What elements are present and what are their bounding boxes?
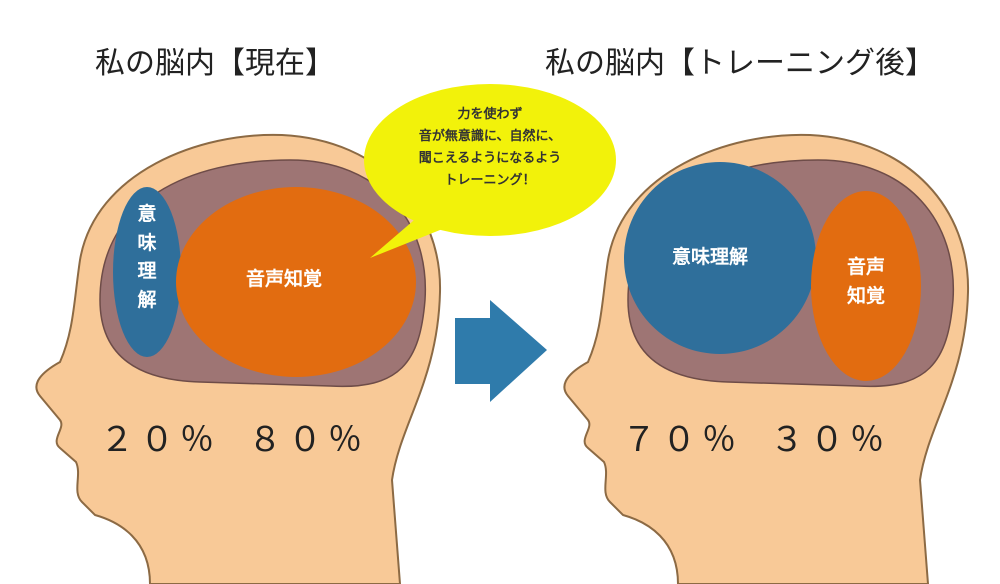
right-sound-label: 音声知覚 <box>846 256 885 307</box>
left-sound-label: 音声知覚 <box>246 268 323 290</box>
right-title: 私の脳内【トレーニング後】 <box>545 46 935 81</box>
right-meaning-label: 意味理解 <box>672 246 749 268</box>
arrow <box>455 300 547 402</box>
speech-bubble <box>364 84 616 236</box>
right-meaning-percent: ７０％ <box>622 420 742 460</box>
bubble-text: 力を使わず 音が無意識に、自然に、 聞こえるようになるよう トレーニング！ <box>400 104 580 192</box>
left-title: 私の脳内【現在】 <box>95 46 335 81</box>
left-meaning-percent: ２０％ <box>100 420 220 460</box>
right-sound-area <box>811 191 921 381</box>
left-meaning-area <box>113 187 181 357</box>
right-meaning-area <box>624 162 816 354</box>
right-sound-percent: ３０％ <box>770 420 890 460</box>
bubble-line: 聞こえるようになるよう <box>418 151 562 166</box>
left-sound-area <box>176 187 416 377</box>
bubble-line: 力を使わず <box>457 107 523 122</box>
left-sound-percent: ８０％ <box>248 420 368 460</box>
left-meaning-label: 意味理解 <box>137 203 157 311</box>
bubble-line: 音が無意識に、自然に、 <box>418 129 562 144</box>
bubble-line: トレーニング！ <box>444 173 536 188</box>
bubble-tail <box>370 215 445 258</box>
